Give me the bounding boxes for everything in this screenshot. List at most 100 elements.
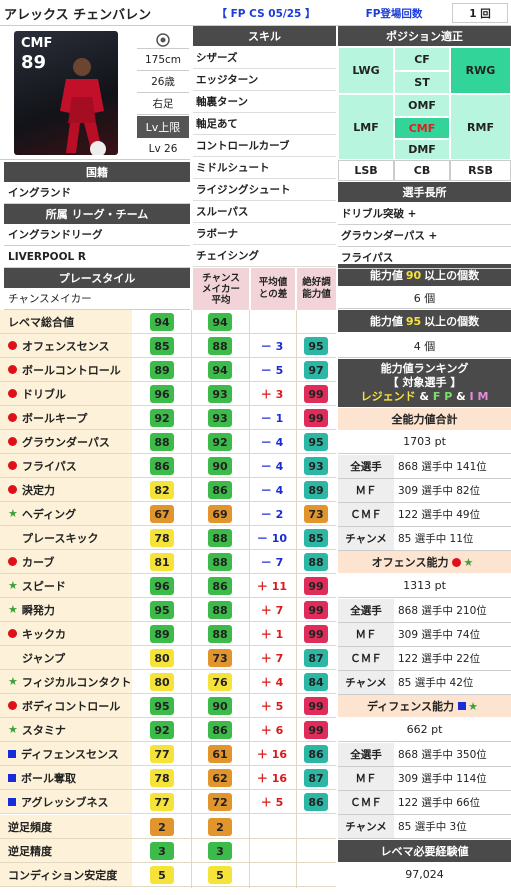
offense-ability-label: オフェンス能力 ★ <box>338 551 511 573</box>
stat-label: オフェンスセンス <box>0 334 132 357</box>
stat-avg: 94 <box>208 313 232 331</box>
stat-avg: 86 <box>208 721 232 739</box>
stat-best: 95 <box>304 337 328 355</box>
card-divider <box>0 159 190 160</box>
stat-label: ボディコントロール <box>0 694 132 717</box>
position-st: ST <box>394 71 450 94</box>
stat-diff: － 4 <box>260 435 284 449</box>
stat-label: ジャンプ <box>0 646 132 669</box>
stat-value: 80 <box>150 649 174 667</box>
card-type: 【 FP CS 05/25 】 <box>216 7 316 20</box>
position-rmf: RMF <box>450 94 511 160</box>
rank-position: 868 選手中 210位 <box>394 599 511 623</box>
header: アレックス チェンバレン 【 FP CS 05/25 】 FP登場回数 1 回 <box>0 0 511 26</box>
stat-value: 94 <box>150 313 174 331</box>
diff-column-header: 平均値 との差 <box>251 268 295 310</box>
stat-name: 瞬発力 <box>21 603 55 617</box>
stat-value: 77 <box>150 793 174 811</box>
stat-name: ボールキープ <box>22 411 88 425</box>
stat-label: グラウンダーパス <box>0 430 132 453</box>
stat-row: ボールコントロール 89 94 － 5 97 <box>0 358 336 382</box>
stat-name: フライパス <box>22 459 77 473</box>
stat-avg: 90 <box>208 697 232 715</box>
stat-avg: 86 <box>208 481 232 499</box>
stat-best: 95 <box>304 433 328 451</box>
avg-header-line2: メイカー <box>201 283 240 295</box>
star-icon: ★ <box>8 579 18 592</box>
rank-category: 全選手 <box>338 743 394 767</box>
stat-name: ディフェンスセンス <box>21 747 119 761</box>
nationality-value: イングランド <box>4 182 190 204</box>
stat-best: 87 <box>304 769 328 787</box>
count90-value: 6 個 <box>338 287 511 309</box>
stat-avg: 88 <box>208 625 232 643</box>
card-overall: 89 <box>21 52 47 73</box>
specialty-item: グラウンダーパス + <box>338 225 511 247</box>
stat-name: ボディコントロール <box>22 699 121 713</box>
stat-name: オフェンスセンス <box>22 339 110 353</box>
playstyle-value: チャンスメイカー <box>4 288 190 310</box>
stat-value: 77 <box>150 745 174 763</box>
stat-value: 96 <box>150 385 174 403</box>
stat-label: プレースキック <box>0 526 132 549</box>
stat-diff: ＋ 5 <box>260 795 284 809</box>
skill-item: スルーパス <box>193 201 336 223</box>
rank-position: 122 選手中 22位 <box>394 647 511 671</box>
stat-name: ボール奪取 <box>21 771 76 785</box>
offense-dot-icon <box>8 389 17 398</box>
stat-row: カーブ 81 88 － 7 88 <box>0 550 336 574</box>
offense-dot-icon <box>8 413 17 422</box>
stat-name: レベマ総合値 <box>8 315 74 329</box>
position-rsb: RSB <box>450 160 511 181</box>
stat-row: ★ スピード 96 86 ＋ 11 99 <box>0 574 336 598</box>
rank-category: チャンメ <box>338 671 394 695</box>
diff-header-line1: 平均値 <box>258 277 288 288</box>
stat-diff: ＋ 7 <box>260 651 284 665</box>
stat-diff: ＋ 7 <box>260 603 284 617</box>
stats-col-separator <box>296 310 297 888</box>
offense-label-text: オフェンス能力 <box>371 556 449 569</box>
stat-label: キックカ <box>0 622 132 645</box>
stat-value: 96 <box>150 577 174 595</box>
star-icon: ★ <box>8 603 18 616</box>
avg-header-line1: チャンス <box>202 272 240 284</box>
stat-best: 86 <box>304 793 328 811</box>
stat-value: 92 <box>150 721 174 739</box>
profile-level: Lv 26 <box>148 143 178 155</box>
ranking-title: 能力値ランキング <box>380 362 469 375</box>
stat-row: ボール奪取 78 62 ＋ 16 87 <box>0 766 336 790</box>
stat-row: 逆足頻度 2 2 <box>0 815 336 839</box>
nationality-header: 国籍 <box>4 162 190 182</box>
rank-position: 868 選手中 350位 <box>394 743 511 767</box>
stat-name: 決定力 <box>22 483 55 497</box>
offense-dot-icon <box>8 557 17 566</box>
total-ability-label: 全能力値合計 <box>338 408 511 430</box>
position-lmf: LMF <box>338 94 394 160</box>
stat-row: キックカ 89 88 ＋ 1 99 <box>0 622 336 646</box>
stat-value: 67 <box>150 505 174 523</box>
stat-best: 93 <box>304 457 328 475</box>
stat-diff: － 2 <box>260 507 284 521</box>
stat-diff: ＋ 16 <box>256 771 288 785</box>
offense-dot-icon <box>8 629 17 638</box>
ranking-legend: レジェンド & F P & I M <box>361 390 489 404</box>
stat-value: 89 <box>150 625 174 643</box>
skill-item: シザーズ <box>193 47 336 69</box>
stat-avg: 88 <box>208 529 232 547</box>
stat-row: グラウンダーパス 88 92 － 4 95 <box>0 430 336 454</box>
stat-value: 89 <box>150 361 174 379</box>
stat-diff: － 1 <box>260 411 284 425</box>
card-position: CMF <box>21 36 53 51</box>
rank-category: ＣＭＦ <box>338 647 394 671</box>
ranking-legend-im: I M <box>469 390 489 403</box>
stat-avg: 2 <box>208 818 232 836</box>
stat-diff: － 7 <box>260 555 284 569</box>
offense-ability-value: 1313 pt <box>338 574 511 598</box>
rank-position: 309 選手中 74位 <box>394 623 511 647</box>
count90-header: 能力値 90 以上の個数 <box>338 264 511 286</box>
defense-square-icon <box>8 749 16 758</box>
stat-name: アグレッシブネス <box>21 795 109 809</box>
stat-value: 3 <box>150 842 174 860</box>
stats-col-separator <box>249 310 250 888</box>
defense-square-icon <box>458 702 467 710</box>
